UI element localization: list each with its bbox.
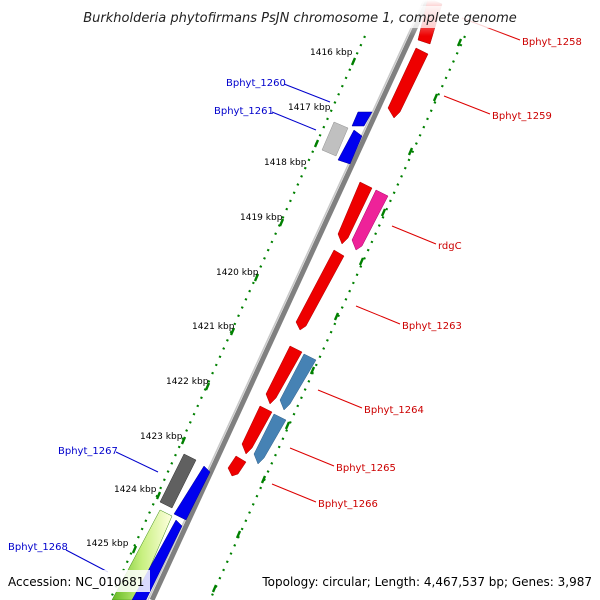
- forward-gene-labels: [271, 17, 521, 503]
- label-bphyt-1263[interactable]: Bphyt_1263: [402, 321, 462, 332]
- label-bphyt-1258[interactable]: Bphyt_1258: [522, 37, 582, 48]
- leader-bphyt-1265: [289, 447, 335, 467]
- leader-rdgc: [391, 225, 437, 245]
- leader-bphyt-1261: [271, 111, 317, 131]
- gene-bphyt-1267[interactable]: [173, 465, 211, 521]
- label-bphyt-1268[interactable]: Bphyt_1268: [8, 542, 68, 553]
- leader-bphyt-1266: [271, 483, 317, 503]
- gene-rdgc[interactable]: [351, 189, 389, 251]
- footer-backdrop-left: [4, 570, 150, 592]
- label-bphyt-1261[interactable]: Bphyt_1261: [214, 106, 274, 117]
- leader-bphyt-1268: [65, 549, 109, 573]
- leader-bphyt-1263: [355, 305, 401, 325]
- kbp-label: 1424 kbp: [114, 485, 157, 495]
- label-bphyt-1265[interactable]: Bphyt_1265: [336, 463, 396, 474]
- inner-tick-dashes: [211, 38, 463, 593]
- gene-bphyt-1261-light[interactable]: [321, 121, 349, 157]
- kbp-label: 1423 kbp: [140, 432, 183, 442]
- leader-bphyt-1259: [443, 95, 491, 115]
- kbp-tick-labels: 1416 kbp 1417 kbp 1418 kbp 1419 kbp 1420…: [86, 48, 353, 549]
- kbp-label: 1425 kbp: [86, 539, 129, 549]
- footer-backdrop-right: [256, 570, 596, 592]
- outer-tick-dashes: [131, 57, 357, 554]
- kbp-label: 1421 kbp: [192, 322, 235, 332]
- kbp-label: 1419 kbp: [240, 213, 283, 223]
- leader-bphyt-1260: [283, 83, 331, 103]
- gene-bphyt-1263[interactable]: [295, 249, 345, 331]
- label-bphyt-1266[interactable]: Bphyt_1266: [318, 499, 378, 510]
- leader-bphyt-1264: [317, 389, 363, 409]
- kbp-label: 1416 kbp: [310, 48, 353, 58]
- gene-bphyt-1262[interactable]: [337, 181, 373, 245]
- kbp-label: 1420 kbp: [216, 268, 259, 278]
- reverse-gene-labels: [65, 83, 331, 573]
- label-bphyt-1259[interactable]: Bphyt_1259: [492, 111, 552, 122]
- gene-bphyt-1259[interactable]: [387, 47, 429, 119]
- reverse-genes: [111, 111, 373, 600]
- gene-bphyt-1260[interactable]: [351, 111, 373, 127]
- label-bphyt-1264[interactable]: Bphyt_1264: [364, 405, 424, 416]
- inner-dotted-ring: [208, 35, 467, 600]
- gene-bphyt-1266[interactable]: [227, 455, 247, 477]
- gene-bphyt-1265a[interactable]: [241, 405, 273, 455]
- label-rdgc[interactable]: rdgC: [438, 241, 462, 252]
- label-bphyt-1267[interactable]: Bphyt_1267: [58, 446, 118, 457]
- outer-dotted-ring: [108, 35, 367, 600]
- topology-text: Topology: circular; Length: 4,467,537 bp…: [261, 575, 592, 589]
- title-backdrop: [60, 6, 530, 28]
- gene-bphyt-1265b[interactable]: [253, 413, 287, 465]
- kbp-label: 1418 kbp: [264, 158, 307, 168]
- kbp-label: 1422 kbp: [166, 377, 209, 387]
- map-title: Burkholderia phytofirmans PsJN chromosom…: [83, 11, 517, 26]
- kbp-label: 1417 kbp: [288, 103, 331, 113]
- gene-bphyt-1264a[interactable]: [265, 345, 303, 405]
- leader-bphyt-1267: [115, 451, 159, 473]
- chromosome-backbone: [149, 0, 431, 600]
- label-bphyt-1260[interactable]: Bphyt_1260: [226, 78, 286, 89]
- gene-bphyt-1261[interactable]: [337, 129, 363, 165]
- gene-bphyt-1264b[interactable]: [279, 353, 317, 411]
- gene-bphyt-1267-grey[interactable]: [159, 453, 197, 509]
- accession-text: Accession: NC_010681: [8, 575, 144, 589]
